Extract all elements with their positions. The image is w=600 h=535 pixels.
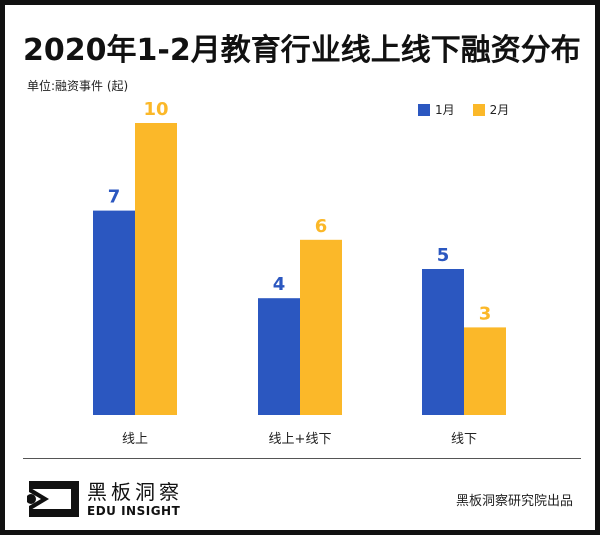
- legend-label-feb: 2月: [489, 103, 510, 117]
- logo-en: EDU INSIGHT: [87, 503, 181, 518]
- footer-divider: [23, 458, 581, 459]
- category-label: 线上: [122, 432, 148, 447]
- bar-jan: [422, 269, 464, 415]
- bar-feb: [300, 239, 342, 415]
- data-label: 6: [315, 216, 328, 237]
- data-label: 7: [108, 187, 121, 208]
- legend: 1月 2月: [418, 101, 509, 118]
- category-label: 线下: [451, 432, 477, 447]
- eye-logo-icon: [27, 481, 79, 517]
- bar-jan: [258, 298, 300, 415]
- logo-cn: 黑板洞察: [87, 479, 183, 504]
- chart-title: 2020年1-2月教育行业线上线下融资分布: [23, 33, 581, 68]
- data-label: 4: [273, 274, 286, 295]
- legend-item-feb: 2月: [472, 101, 510, 118]
- credit-text: 黑板洞察研究院出品: [455, 494, 573, 509]
- data-label: 5: [437, 245, 450, 266]
- data-label: 3: [479, 303, 492, 324]
- legend-item-jan: 1月: [418, 101, 455, 118]
- bar-plot: 7 10 线上 4 6 线上+线下 5 3 线下: [93, 99, 506, 447]
- bar-jan: [93, 210, 135, 415]
- legend-swatch-jan: [418, 103, 430, 116]
- logo: 黑板洞察 EDU INSIGHT: [27, 479, 183, 519]
- unit-label: 单位:融资事件 (起): [27, 79, 129, 93]
- bar-feb: [464, 327, 506, 415]
- category-label: 线上+线下: [269, 432, 332, 447]
- bar-feb: [135, 123, 177, 415]
- legend-swatch-feb: [472, 103, 485, 116]
- data-label: 10: [143, 99, 168, 120]
- legend-label-jan: 1月: [435, 103, 455, 117]
